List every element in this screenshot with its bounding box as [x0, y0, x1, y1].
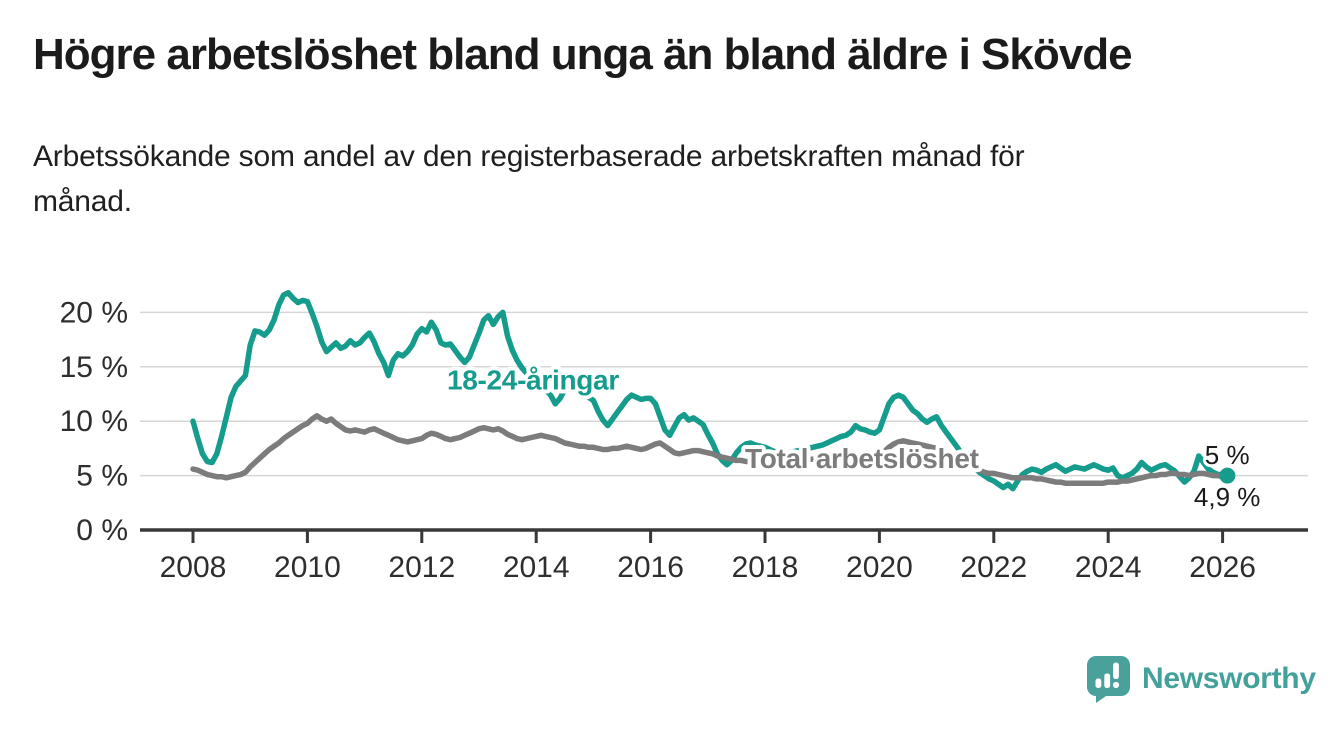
end-value-label-total: 4,9 %	[1194, 482, 1261, 512]
y-tick-label-0: 0 %	[76, 514, 128, 547]
x-tick-label-2010: 2010	[274, 551, 341, 584]
x-tick-label-2018: 2018	[732, 551, 799, 584]
x-tick-label-2016: 2016	[617, 551, 684, 584]
x-tick-label-2022: 2022	[960, 551, 1027, 584]
x-tick-label-2024: 2024	[1075, 551, 1142, 584]
series-line-total	[190, 413, 1231, 486]
page-title: Högre arbetslöshet bland unga än bland ä…	[33, 30, 1133, 79]
newsworthy-brand: Newsworthy	[1086, 655, 1316, 703]
x-tick-label-2008: 2008	[160, 551, 227, 584]
end-value-label-youth: 5 %	[1205, 440, 1250, 470]
series-label-youth: 18-24-åringar	[447, 365, 619, 396]
y-tick-label-15: 15 %	[60, 351, 128, 384]
brand-name: Newsworthy	[1142, 662, 1316, 695]
y-tick-label-5: 5 %	[76, 460, 128, 493]
x-tick-label-2012: 2012	[388, 551, 455, 584]
x-tick-label-2020: 2020	[846, 551, 913, 584]
y-tick-label-20: 20 %	[60, 296, 128, 329]
subtitle-line-1: Arbetssökande som andel av den registerb…	[33, 140, 1025, 173]
x-tick-label-2014: 2014	[503, 551, 570, 584]
latest-point-dot	[1219, 467, 1236, 484]
series-label-total: Total arbetslöshet	[745, 443, 979, 474]
subtitle-line-2: månad.	[33, 185, 132, 218]
y-tick-label-10: 10 %	[60, 405, 128, 438]
x-tick-label-2026: 2026	[1189, 551, 1256, 584]
newsworthy-logo-icon	[1087, 656, 1130, 703]
chart-subtitle: Arbetssökande som andel av den registerb…	[33, 134, 1303, 224]
series-line-youth	[190, 290, 1231, 492]
